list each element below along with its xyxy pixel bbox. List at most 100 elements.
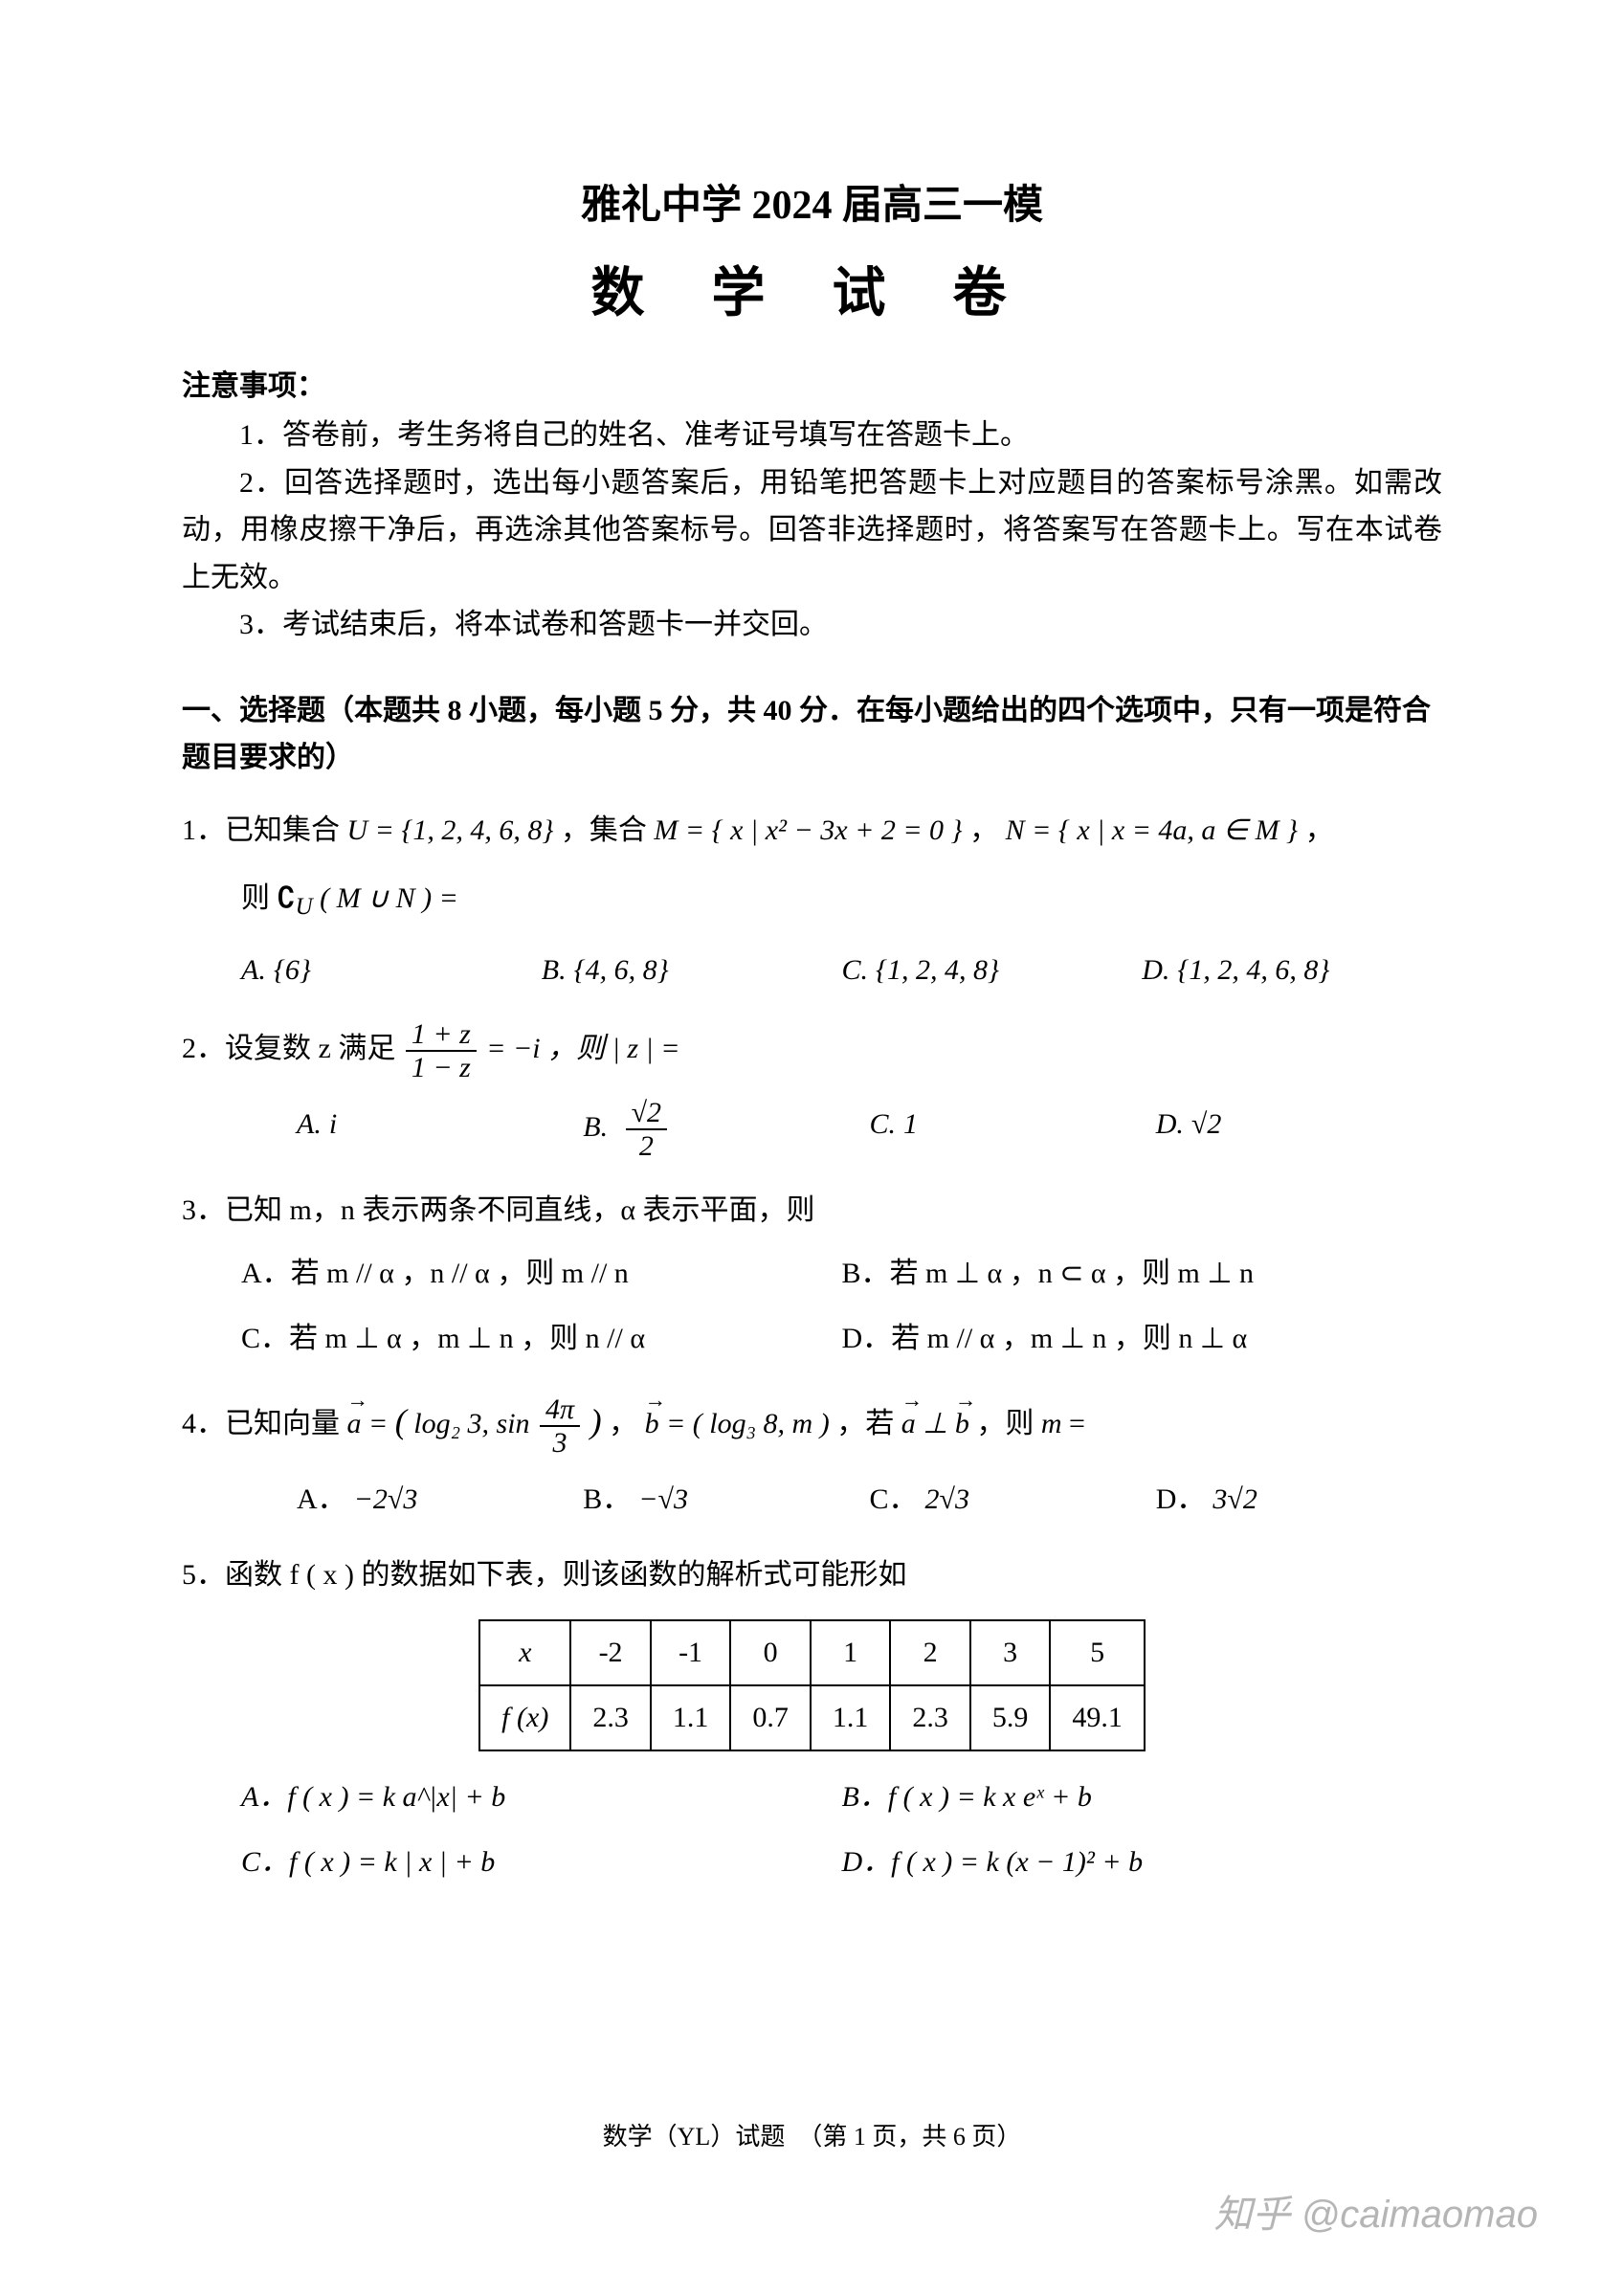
notice-item-1: 1．答卷前，考生务将自己的姓名、准考证号填写在答题卡上。 [182, 412, 1442, 459]
q5-x-5: 3 [970, 1620, 1051, 1685]
q1-set-U: U = {1, 2, 4, 6, 8} [347, 814, 554, 846]
q2-fraction: 1 + z 1 − z [406, 1018, 477, 1083]
q4-b-expr: = ( log₃ 8, m ) [666, 1408, 830, 1439]
q4-a-expr-r: ) [590, 1402, 602, 1440]
q4-vec-b: b [645, 1396, 659, 1451]
q5-data-table: x -2 -1 0 1 2 3 5 f (x) 2.3 1.1 0.7 1.1 … [478, 1619, 1146, 1751]
q1-set-N: N = { x | x = 4a, a ∈ M } [1006, 814, 1299, 846]
q1-line2-pre: 则 [241, 882, 278, 914]
q5-x-3: 1 [811, 1620, 891, 1685]
page-footer: 数学（YL）试题 （第 1 页，共 6 页） [0, 2117, 1624, 2152]
q5-x-0: -2 [570, 1620, 651, 1685]
q4-vec-b2: b [955, 1396, 969, 1451]
q5-opt-B: B．f ( x ) = k x eˣ + b [842, 1769, 1443, 1826]
q5-f-5: 5.9 [970, 1685, 1051, 1750]
question-2: 2．设复数 z 满足 1 + z 1 − z = −i ，则 | z | = [182, 1018, 1442, 1083]
q1-set-M: M = { x | x² − 3x + 2 = 0 } [654, 814, 962, 846]
q2-frac-den: 1 − z [406, 1052, 477, 1083]
notice-heading: 注意事项： [182, 362, 1442, 404]
q4-cond-pre: ，若 [836, 1408, 901, 1439]
q5-f-6: 49.1 [1050, 1685, 1145, 1750]
q2-opt-D: D.√2 [1156, 1097, 1442, 1162]
q4-opt-C-val: 2√3 [925, 1483, 969, 1515]
subject-title: 数 学 试 卷 [182, 250, 1442, 327]
q1-opt-C: C.{1, 2, 4, 8} [842, 943, 1143, 997]
q4-cond-post: ，则 m = [976, 1408, 1085, 1439]
q1-opt-A-val: {6} [274, 954, 311, 986]
q4-perp: ⊥ [923, 1408, 955, 1439]
q5-options-row2: C．f ( x ) = k | x | + b D．f ( x ) = k (x… [241, 1834, 1442, 1891]
q4-mid: ， [609, 1408, 637, 1439]
q1-mid2: ， [969, 814, 998, 846]
q2-stem: 2．设复数 z 满足 [182, 1033, 403, 1064]
q4-opt-A-val: −2√3 [354, 1483, 418, 1515]
question-1: 1．已知集合 U = {1, 2, 4, 6, 8} ，集合 M = { x |… [182, 803, 1442, 858]
table-row-fx: f (x) 2.3 1.1 0.7 1.1 2.3 5.9 49.1 [479, 1685, 1145, 1750]
q5-f-3: 1.1 [811, 1685, 891, 1750]
q5-f-1: 1.1 [651, 1685, 731, 1750]
q4-opt-C: C．2√3 [870, 1472, 1156, 1527]
question-3: 3．已知 m，n 表示两条不同直线，α 表示平面，则 [182, 1183, 1442, 1237]
q1-opt-D-val: {1, 2, 4, 6, 8} [1177, 954, 1329, 986]
q3-opt-B: B．若 m ⊥ α ，n ⊂ α ，则 m ⊥ n [842, 1245, 1443, 1303]
q2-opt-B-frac: √2 2 [626, 1097, 667, 1162]
q5-x-1: -1 [651, 1620, 731, 1685]
q2-opt-A: A.i [297, 1097, 583, 1162]
q1-line2-expr: ( M ∪ N ) = [320, 882, 458, 914]
q1-line2: 则 ∁U ( M ∪ N ) = [241, 871, 1442, 930]
q3-options-row2: C．若 m ⊥ α ，m ⊥ n ，则 n // α D．若 m // α ，m… [241, 1310, 1442, 1368]
q5-options-row1: A．f ( x ) = k a^|x| + b B．f ( x ) = k x … [241, 1769, 1442, 1826]
q4-a-frac-den: 3 [540, 1427, 580, 1459]
q2-opt-C-val: 1 [903, 1108, 918, 1140]
q5-opt-D: D．f ( x ) = k (x − 1)² + b [842, 1834, 1443, 1891]
q2-eq: = −i ，则 | z | = [486, 1033, 679, 1064]
q5-x-4: 2 [890, 1620, 970, 1685]
section-1-heading: 一、选择题（本题共 8 小题，每小题 5 分，共 40 分．在每小题给出的四个选… [182, 687, 1442, 782]
q4-options: A．−2√3 B．−√3 C．2√3 D．3√2 [297, 1472, 1442, 1527]
q5-x-6: 5 [1050, 1620, 1145, 1685]
q4-vec-a: a [347, 1396, 362, 1451]
q3-opt-D: D．若 m // α ，m ⊥ n ，则 n ⊥ α [842, 1310, 1443, 1368]
q2-opt-B: B. √2 2 [583, 1097, 869, 1162]
q5-f-4: 2.3 [890, 1685, 970, 1750]
q1-opt-B: B.{4, 6, 8} [542, 943, 842, 997]
notice-item-3: 3．考试结束后，将本试卷和答题卡一并交回。 [182, 601, 1442, 649]
q1-options: A.{6} B.{4, 6, 8} C.{1, 2, 4, 8} D.{1, 2… [241, 943, 1442, 997]
q3-opt-C: C．若 m ⊥ α ，m ⊥ n ，则 n // α [241, 1310, 842, 1368]
q4-opt-A: A．−2√3 [297, 1472, 583, 1527]
q4-a-frac: 4π 3 [540, 1393, 580, 1459]
q4-a-frac-num: 4π [540, 1393, 580, 1427]
q2-opt-A-val: i [329, 1108, 337, 1140]
q2-options: A.i B. √2 2 C.1 D.√2 [297, 1097, 1442, 1162]
question-4: 4．已知向量 a = ( log₂ 3, sin 4π 3 ) ， b = ( … [182, 1389, 1442, 1459]
question-5: 5．函数 f ( x ) 的数据如下表，则该函数的解析式可能形如 [182, 1548, 1442, 1602]
q4-a-expr-l: = ( log₂ 3, sin [368, 1408, 537, 1439]
q4-opt-D-val: 3√2 [1212, 1483, 1257, 1515]
q2-opt-C: C.1 [870, 1097, 1156, 1162]
table-row-x: x -2 -1 0 1 2 3 5 [479, 1620, 1145, 1685]
notice-item-2: 2．回答选择题时，选出每小题答案后，用铅笔把答题卡上对应题目的答案标号涂黑。如需… [182, 459, 1442, 602]
school-title: 雅礼中学 2024 届高三一模 [182, 172, 1442, 231]
q4-opt-B-val: −√3 [638, 1483, 688, 1515]
q2-opt-D-val: √2 [1191, 1108, 1221, 1140]
q5-opt-C: C．f ( x ) = k | x | + b [241, 1834, 842, 1891]
q1-opt-C-val: {1, 2, 4, 8} [876, 954, 999, 986]
q2-opt-B-num: √2 [626, 1097, 667, 1130]
q1-opt-D: D.{1, 2, 4, 6, 8} [1142, 943, 1442, 997]
q1-opt-B-val: {4, 6, 8} [574, 954, 669, 986]
q5-flabel: f (x) [479, 1685, 570, 1750]
q2-frac-num: 1 + z [406, 1018, 477, 1052]
q2-opt-B-den: 2 [626, 1130, 667, 1162]
q1-opt-A: A.{6} [241, 943, 542, 997]
q5-f-0: 2.3 [570, 1685, 651, 1750]
q3-options-row1: A．若 m // α ，n // α ，则 m // n B．若 m ⊥ α ，… [241, 1245, 1442, 1303]
q5-x-2: 0 [730, 1620, 811, 1685]
q4-opt-B: B．−√3 [583, 1472, 869, 1527]
q3-opt-A: A．若 m // α ，n // α ，则 m // n [241, 1245, 842, 1303]
q4-vec-a2: a [901, 1396, 916, 1451]
q1-mid1: ，集合 [561, 814, 655, 846]
q5-f-2: 0.7 [730, 1685, 811, 1750]
complement-icon: ∁ [278, 882, 296, 914]
q5-xlabel: x [479, 1620, 570, 1685]
watermark: 知乎 @caimaomao [1214, 2183, 1538, 2239]
